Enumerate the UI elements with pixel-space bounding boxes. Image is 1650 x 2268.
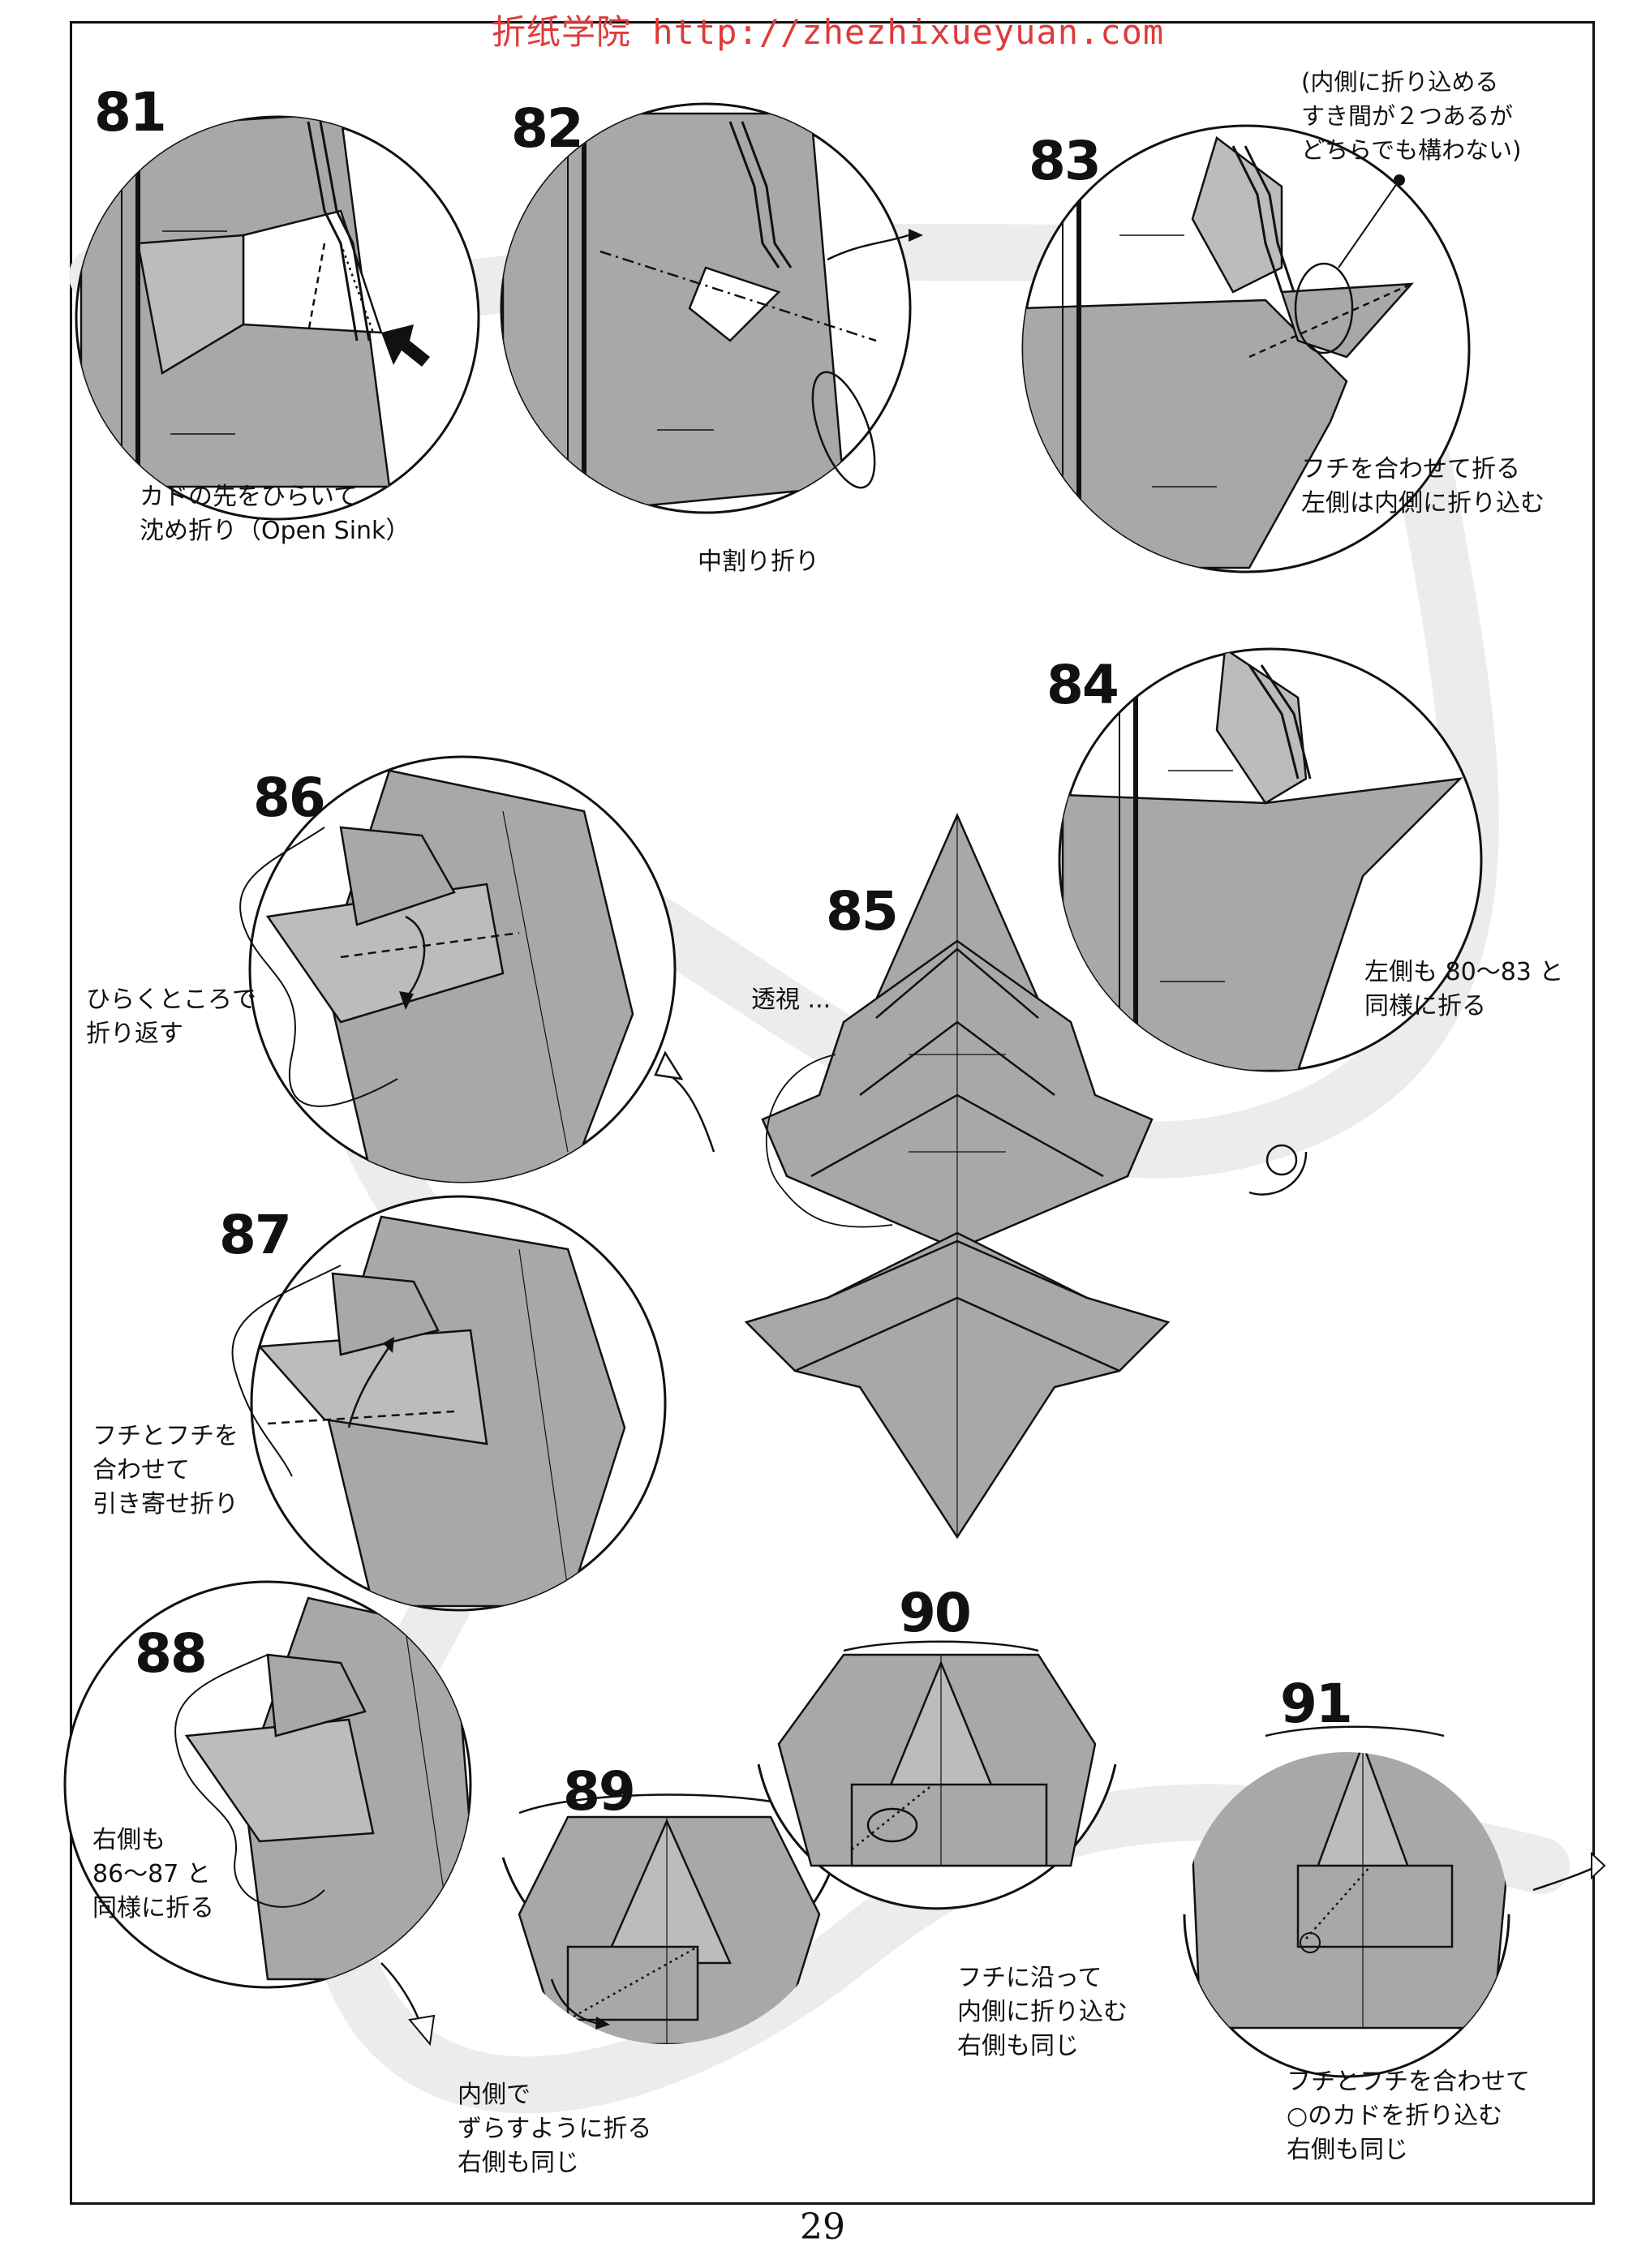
page-number: 29 bbox=[800, 2206, 845, 2248]
step-90-caption: フチに沿って 内側に折り込む 右側も同じ bbox=[957, 1964, 1128, 2060]
step-82-illustration bbox=[500, 102, 923, 514]
step-84-illustration bbox=[1058, 647, 1483, 1072]
step-84-caption: 左側も 80〜83 と 同様に折る bbox=[1364, 958, 1564, 1020]
step-number-83: 83 bbox=[1029, 130, 1102, 192]
step-number-82: 82 bbox=[511, 97, 584, 160]
step-85-caption: 透視 ... bbox=[751, 986, 831, 1014]
step-number-87: 87 bbox=[219, 1204, 292, 1266]
step-89-caption: 内側で ずらすように折る 右側も同じ bbox=[458, 2081, 652, 2177]
step-number-91: 91 bbox=[1280, 1673, 1353, 1735]
step-87-illustration bbox=[231, 1195, 667, 1612]
step-83-illustration bbox=[1021, 124, 1471, 573]
step-number-81: 81 bbox=[94, 81, 167, 144]
step-87-caption: フチとフチを 合わせて 引き寄せ折り bbox=[92, 1422, 238, 1518]
step-86-illustration bbox=[239, 755, 677, 1183]
step-91-illustration bbox=[1183, 1725, 1606, 2078]
step-88-caption: 右側も 86〜87 と 同様に折る bbox=[92, 1826, 214, 1922]
page-frame bbox=[70, 21, 1595, 2205]
step-82-caption: 中割り折り bbox=[698, 548, 819, 576]
step-number-90: 90 bbox=[899, 1582, 972, 1644]
step-90-illustration bbox=[757, 1640, 1117, 1910]
step-89-illustration bbox=[501, 1793, 837, 2044]
step-91-caption: フチとフチを合わせて ○のカドを折り込む 右側も同じ bbox=[1287, 2068, 1530, 2164]
step-88-illustration bbox=[63, 1580, 472, 2047]
step-number-85: 85 bbox=[826, 880, 899, 943]
step-81-caption: カドの先をひらいて 沈め折り（Open Sink） bbox=[140, 483, 410, 545]
step-number-88: 88 bbox=[135, 1622, 208, 1685]
step-86-caption: ひらくところで 折り返す bbox=[86, 986, 256, 1048]
step-number-89: 89 bbox=[563, 1760, 636, 1823]
step-83-note: (内側に折り込める すき間が２つあるが どちらでも構わない) bbox=[1301, 68, 1522, 164]
step-81-illustration bbox=[75, 115, 480, 521]
step-85-illustration bbox=[654, 812, 1308, 1540]
step-number-84: 84 bbox=[1046, 654, 1119, 716]
step-number-86: 86 bbox=[253, 767, 326, 829]
watermark-text: 折纸学院 http://zhezhixueyuan.com bbox=[492, 12, 1165, 52]
step-83-caption: フチを合わせて折る 左側は内側に折り込む bbox=[1301, 455, 1545, 518]
